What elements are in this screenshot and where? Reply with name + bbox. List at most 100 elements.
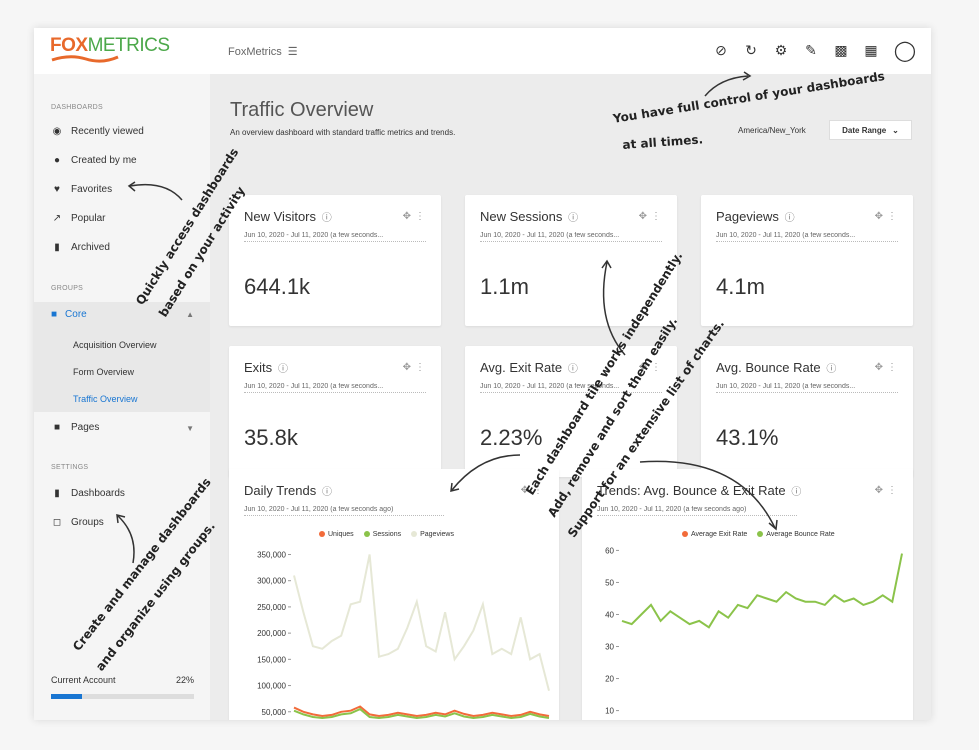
chevron-down-icon[interactable]: ▼ [186,424,194,433]
sidebar-item-popular[interactable]: ↗ Popular [51,213,106,224]
more-vert-icon[interactable]: ⋮ [887,485,901,496]
series-line-pageviews[interactable] [293,554,550,692]
legend-dot [363,531,370,538]
logo-fox-text: FOX [50,35,88,56]
logo[interactable]: FOXMETRICS [50,35,170,57]
sidebar-group-pages[interactable]: ■ Pages [51,422,99,433]
more-vert-icon[interactable]: ⋮ [415,362,429,373]
info-icon[interactable]: ⓘ [823,364,837,375]
app-window: FOXMETRICS FoxMetrics ☰ ⊘ ↻ ⚙ ✎ ▩ ▦ ◯ DAS… [34,28,931,720]
chart-date-range: Jun 10, 2020 - Jul 11, 2020 (a few secon… [244,506,444,516]
tile-title: Avg. Bounce Rate ⓘ [716,360,836,375]
drag-handle-icon[interactable]: ✥ [874,362,887,373]
sidebar-item-favorites[interactable]: ♥ Favorites [51,184,112,195]
user-icon[interactable]: ◯ [893,40,917,62]
drag-handle-icon[interactable]: ✥ [874,485,887,496]
legend-item[interactable]: Pageviews [411,531,454,538]
date-range-button[interactable]: Date Range ⌄ [829,120,912,140]
sidebar-item-form-overview[interactable]: Form Overview [73,367,135,377]
metric-tile: New Sessions ⓘ ✥⋮ Jun 10, 2020 - Jul 11, 2… [465,195,677,326]
folder-icon: ■ [51,309,58,320]
tile-value: 43.1% [716,425,779,450]
eye-icon: ◉ [52,126,62,137]
sidebar-item-settings-groups[interactable]: ◻ Groups [51,517,104,528]
legend-item[interactable]: Average Exit Rate [682,531,747,538]
filter-icon: ☰ [287,46,298,58]
tile-date-range: Jun 10, 2020 - Jul 11, 2020 (a few secon… [480,383,662,393]
core-label: Core [65,309,87,320]
drag-handle-icon[interactable]: ✥ [402,362,415,373]
sidebar-item-settings-dashboards[interactable]: ▮ Dashboards [51,488,125,499]
main-content: Traffic Overview An overview dashboard w… [210,74,931,720]
more-vert-icon[interactable]: ⋮ [651,362,665,373]
info-icon[interactable]: ⓘ [565,213,579,224]
info-icon[interactable]: ⓘ [319,487,333,498]
chevron-down-icon: ⌄ [892,125,899,135]
sidebar-item-label: Groups [71,517,104,528]
legend-label: Uniques [328,531,354,538]
drag-handle-icon[interactable]: ✥ [402,211,415,222]
sidebar-item-label: Archived [71,242,110,253]
current-account-label: Current Account [51,675,116,685]
sidebar-group-core[interactable]: ■ Core ▲ [34,302,210,326]
series-line-sessions[interactable] [293,707,550,720]
tile-tools: ✥⋮ [639,211,665,222]
chart-title-text: Trends: Avg. Bounce & Exit Rate [597,483,786,498]
legend-dot [319,531,325,538]
tile-tools: ✥⋮ [875,362,901,373]
series-line-average-bounce-rate[interactable] [621,553,903,629]
y-tick-label: 30 [605,643,614,652]
tile-title: New Sessions ⓘ [480,209,578,224]
info-icon[interactable]: ⓘ [788,487,802,498]
core-label-row: ■ Core [51,309,87,320]
sidebar-item-archived[interactable]: ▮ Archived [51,242,110,253]
tile-value: 35.8k [244,425,298,450]
comment-icon[interactable]: ▩ [834,42,848,58]
drag-handle-icon[interactable]: ✥ [874,211,887,222]
daily-trends-chart: 350,000 300,000 250,000 200,000 150,000 100,0… [257,550,550,720]
metric-tile: Avg. Bounce Rate ⓘ ✥⋮ Jun 10, 2020 - Jul 1… [701,346,913,477]
tile-title: Pageviews ⓘ [716,209,795,224]
tile-title-text: New Sessions [480,209,563,224]
sidebar-item-traffic-overview[interactable]: Traffic Overview [73,394,138,404]
info-icon[interactable]: ⓘ [275,364,288,375]
legend-label: Average Exit Rate [691,531,748,538]
more-vert-icon[interactable]: ⋮ [533,485,547,496]
pencil-icon[interactable]: ✎ [805,42,817,58]
tile-tools: ✥⋮ [875,485,901,496]
more-vert-icon[interactable]: ⋮ [887,211,901,222]
chart-tile-daily-trends: Daily Trends ⓘ ✥⋮ Jun 10, 2020 - Jul 11,… [229,469,559,720]
more-vert-icon[interactable]: ⋮ [415,211,429,222]
series-line-uniques[interactable] [293,705,550,718]
info-icon[interactable]: ⓘ [781,213,795,224]
more-vert-icon[interactable]: ⋮ [887,362,901,373]
chart-title: Daily Trends ⓘ [244,483,332,498]
legend-item[interactable]: Uniques [319,531,354,538]
sidebar-item-created-by-me[interactable]: ● Created by me [51,155,137,166]
gear-icon[interactable]: ⚙ [774,42,788,58]
sync-off-icon[interactable]: ⊘ [715,42,727,58]
y-tick-label: 40 [605,610,614,619]
sidebar-item-acquisition-overview[interactable]: Acquisition Overview [73,340,157,350]
chevron-up-icon[interactable]: ▲ [186,310,194,319]
info-icon[interactable]: ⓘ [319,213,332,224]
tile-date-range: Jun 10, 2020 - Jul 11, 2020 (a few secon… [716,232,898,242]
timezone-label[interactable]: America/New_York [738,126,806,135]
copy-icon: ◻ [52,517,62,528]
metric-tile: Exits ⓘ ✥⋮ Jun 10, 2020 - Jul 11, 2020 (a … [229,346,441,477]
apps-grid-icon[interactable]: ▦ [864,42,878,58]
drag-handle-icon[interactable]: ✥ [638,362,651,373]
account-selector[interactable]: FoxMetrics ☰ [228,45,298,58]
drag-handle-icon[interactable]: ✥ [520,485,533,496]
refresh-icon[interactable]: ↻ [745,42,757,58]
drag-handle-icon[interactable]: ✥ [638,211,651,222]
page-title: Traffic Overview [230,99,374,121]
sidebar-item-recently-viewed[interactable]: ◉ Recently viewed [51,126,144,137]
legend-item[interactable]: Sessions [363,531,401,538]
info-icon[interactable]: ⓘ [565,364,578,375]
metric-tile: Avg. Exit Rate ⓘ ✥⋮ Jun 10, 2020 - Jul 11,… [465,346,677,477]
legend-item[interactable]: Average Bounce Rate [757,531,835,538]
tile-tools: ✥⋮ [403,211,429,222]
tile-value: 644.1k [244,274,311,299]
more-vert-icon[interactable]: ⋮ [651,211,665,222]
